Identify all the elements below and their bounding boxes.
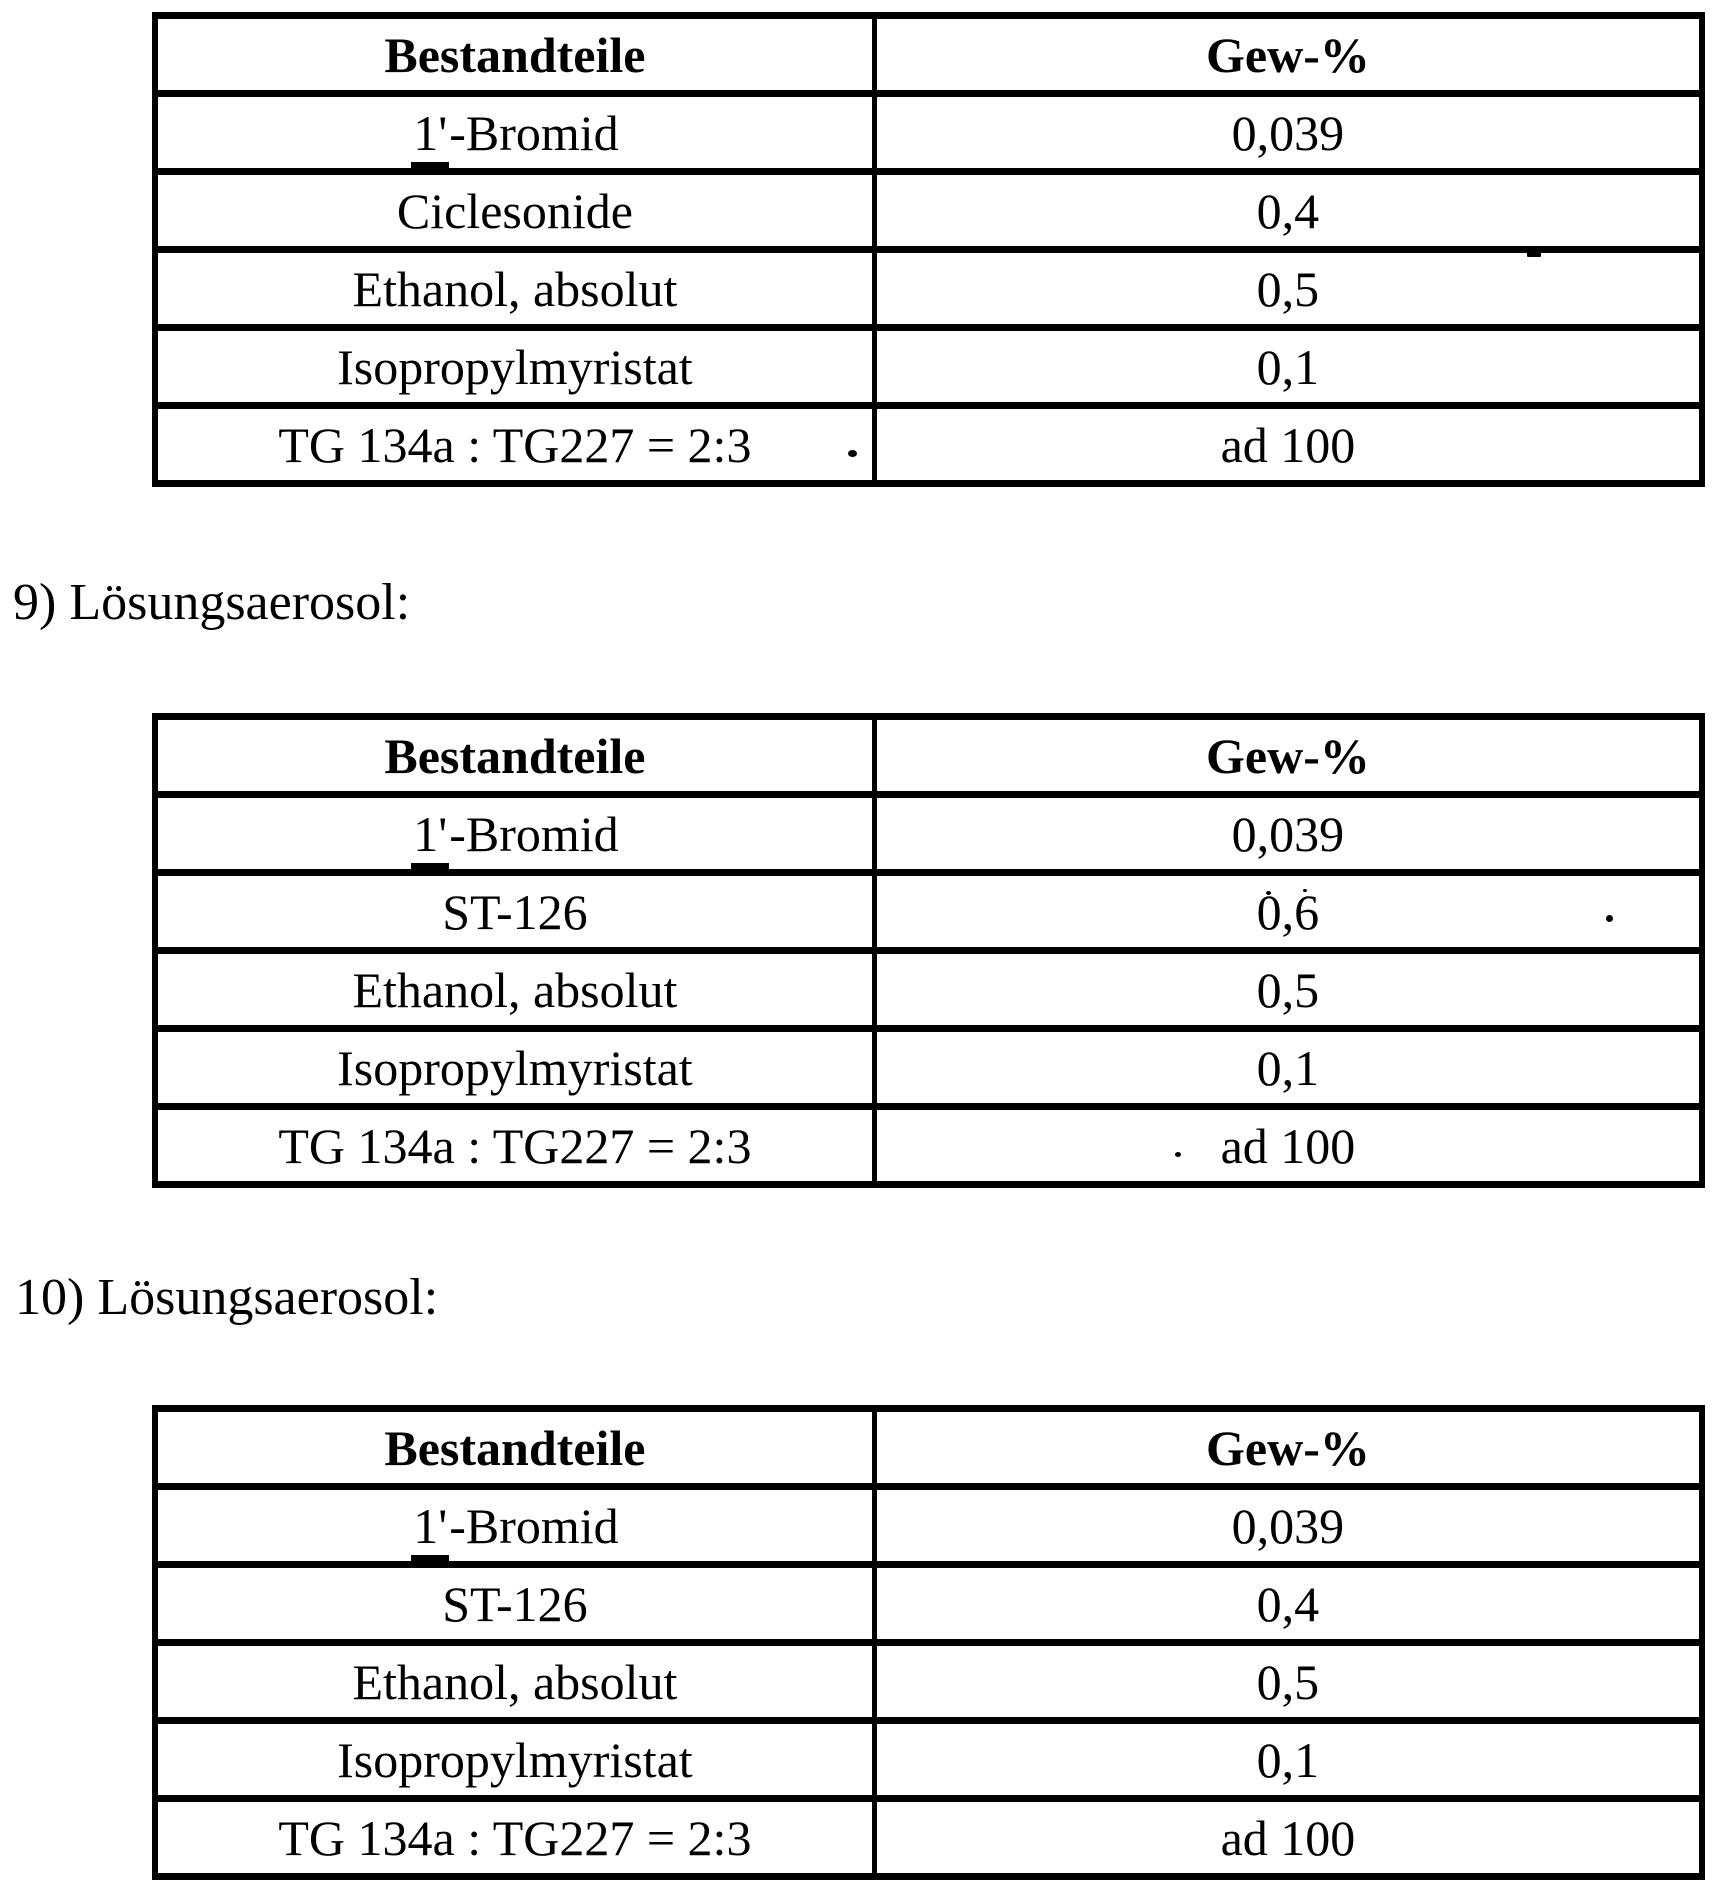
table-row: Isopropylmyristat 0,1 <box>152 1717 1705 1802</box>
weight-percent-cell: 0,6 <box>871 869 1705 954</box>
column-header-component: Bestandteile <box>152 713 877 798</box>
scan-speck <box>1266 891 1271 895</box>
table-header-row: Bestandteile Gew-% <box>152 12 1705 97</box>
compound-number-underlined: 1' <box>411 805 450 870</box>
table-row: Isopropylmyristat 0,1 <box>152 324 1705 409</box>
component-cell: TG 134a : TG227 = 2:3 <box>152 1103 877 1188</box>
component-cell: ST-126 <box>152 1561 877 1646</box>
column-header-weight-percent: Gew-% <box>871 713 1705 798</box>
table-row: TG 134a : TG227 = 2:3 ad 100 <box>152 1795 1705 1880</box>
table-row: Isopropylmyristat 0,1 <box>152 1025 1705 1110</box>
column-header-component: Bestandteile <box>152 12 877 97</box>
weight-percent-cell: 0,5 <box>871 947 1705 1032</box>
compound-number-underlined: 1' <box>411 104 450 169</box>
table-row: Ethanol, absolut 0,5 <box>152 1639 1705 1724</box>
table-row: ST-126 0,6 <box>152 869 1705 954</box>
component-cell: Isopropylmyristat <box>152 324 877 409</box>
component-cell: Ciclesonide <box>152 168 877 253</box>
formulation-table-2: Bestandteile Gew-% 1'-Bromid 0,039 ST-126 0… <box>152 713 1705 1188</box>
component-cell: 1'-Bromid <box>152 791 877 876</box>
weight-percent-cell: 0,5 <box>871 246 1705 331</box>
weight-percent-cell: ad 100 <box>871 1103 1705 1188</box>
table-row: Ethanol, absolut 0,5 <box>152 246 1705 331</box>
formulation-table-1: Bestandteile Gew-% 1'-Bromid 0,039 Cicleso… <box>152 12 1705 487</box>
table-row: 1'-Bromid 0,039 <box>152 791 1705 876</box>
table-row: TG 134a : TG227 = 2:3 ad 100 <box>152 1103 1705 1188</box>
table-row: Ciclesonide 0,4 <box>152 168 1705 253</box>
formulation-table-3: Bestandteile Gew-% 1'-Bromid 0,039 ST-126 0… <box>152 1405 1705 1880</box>
column-header-weight-percent: Gew-% <box>871 1405 1705 1490</box>
weight-percent-cell: 0,1 <box>871 324 1705 409</box>
table-row: 1'-Bromid 0,039 <box>152 1483 1705 1568</box>
table-row: ST-126 0,4 <box>152 1561 1705 1646</box>
weight-percent-cell: 0,1 <box>871 1025 1705 1110</box>
component-cell: Isopropylmyristat <box>152 1717 877 1802</box>
column-header-component: Bestandteile <box>152 1405 877 1490</box>
table-row: TG 134a : TG227 = 2:3 ad 100 <box>152 402 1705 487</box>
component-cell: Isopropylmyristat <box>152 1025 877 1110</box>
weight-percent-cell: ad 100 <box>871 402 1705 487</box>
component-cell: 1'-Bromid <box>152 90 877 175</box>
component-cell: ST-126 <box>152 869 877 954</box>
component-cell: Ethanol, absolut <box>152 947 877 1032</box>
weight-percent-cell: 0,1 <box>871 1717 1705 1802</box>
scan-speck <box>1606 915 1613 922</box>
table-row: 1'-Bromid 0,039 <box>152 90 1705 175</box>
table-row: Ethanol, absolut 0,5 <box>152 947 1705 1032</box>
weight-percent-cell: 0,039 <box>871 90 1705 175</box>
table-header-row: Bestandteile Gew-% <box>152 1405 1705 1490</box>
scan-speck <box>1527 252 1541 257</box>
section-heading-10: 10) Lösungsaerosol: <box>15 1269 439 1326</box>
component-cell: Ethanol, absolut <box>152 1639 877 1724</box>
compound-number-underlined: 1' <box>411 1497 450 1562</box>
section-heading-9: 9) Lösungsaerosol: <box>13 574 411 631</box>
scan-speck <box>1175 1152 1181 1157</box>
weight-percent-cell: 0,039 <box>871 791 1705 876</box>
component-cell: TG 134a : TG227 = 2:3 <box>152 402 877 487</box>
weight-percent-cell: 0,5 <box>871 1639 1705 1724</box>
scan-speck <box>848 450 857 457</box>
column-header-weight-percent: Gew-% <box>871 12 1705 97</box>
weight-percent-cell: 0,4 <box>871 1561 1705 1646</box>
table-header-row: Bestandteile Gew-% <box>152 713 1705 798</box>
scan-speck <box>1303 889 1307 892</box>
component-cell: 1'-Bromid <box>152 1483 877 1568</box>
weight-percent-cell: 0,039 <box>871 1483 1705 1568</box>
component-cell: Ethanol, absolut <box>152 246 877 331</box>
weight-percent-cell: 0,4 <box>871 168 1705 253</box>
component-cell: TG 134a : TG227 = 2:3 <box>152 1795 877 1880</box>
weight-percent-cell: ad 100 <box>871 1795 1705 1880</box>
